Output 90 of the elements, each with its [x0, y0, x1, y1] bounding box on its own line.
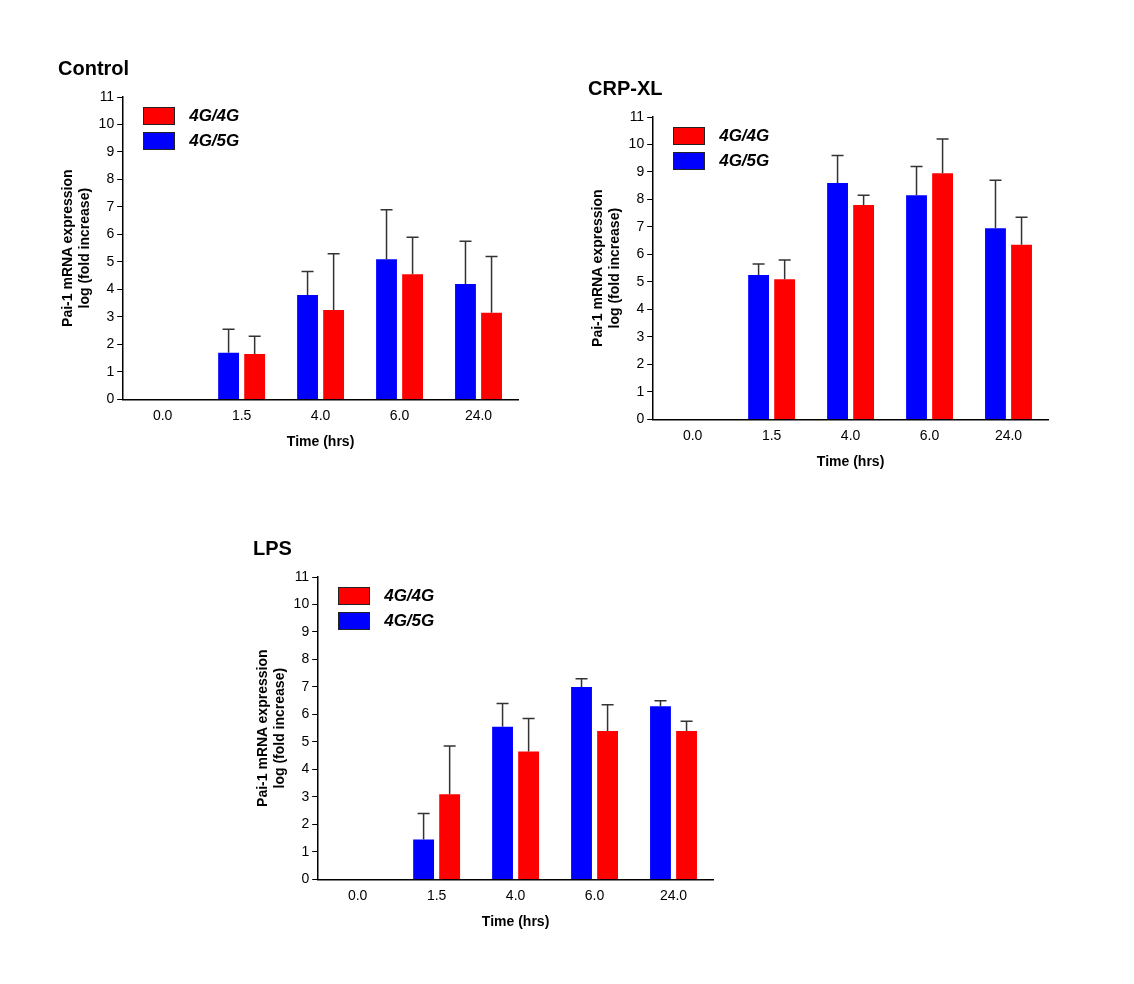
legend-label: 4G/5G: [189, 130, 240, 151]
bar: [323, 310, 345, 399]
x-axis-title: Time (hrs): [481, 913, 550, 930]
x-axis-title: Time (hrs): [286, 433, 355, 450]
y-tick-label: 4: [636, 300, 645, 317]
y-tick-label: 8: [636, 190, 645, 207]
chart-title: LPS: [253, 536, 292, 559]
y-tick-label: 9: [301, 622, 310, 639]
y-tick-label: 5: [106, 252, 115, 269]
y-tick-label: 9: [636, 162, 645, 179]
y-tick-label: 2: [636, 355, 645, 372]
y-tick-label: 10: [98, 115, 115, 132]
x-tick-label: 1.5: [426, 886, 447, 903]
y-tick-label: 0: [106, 390, 115, 407]
legend-label: 4G/4G: [719, 125, 770, 146]
y-tick-label: 4: [106, 280, 115, 297]
y-axis-title: Pai-1 mRNA expression log (fold increase): [254, 649, 288, 807]
bar: [932, 173, 953, 419]
legend-label: 4G/5G: [384, 610, 435, 631]
bar: [676, 730, 697, 879]
bar: [413, 839, 435, 879]
y-tick-label: 7: [636, 217, 645, 234]
y-tick-label: 6: [106, 225, 115, 242]
y-tick-label: 6: [636, 245, 645, 262]
y-tick-label: 11: [99, 87, 115, 104]
y-tick-label: 2: [301, 815, 310, 832]
chart-title: Control: [58, 56, 130, 79]
y-tick-label: 3: [636, 327, 645, 344]
bar: [1011, 244, 1032, 419]
x-tick-label: 4.0: [310, 406, 331, 423]
y-tick-label: 3: [301, 787, 310, 804]
y-tick-label: 8: [106, 170, 115, 187]
legend-label: 4G/4G: [189, 105, 240, 126]
x-tick-label: 6.0: [389, 406, 410, 423]
x-tick-label: 1.5: [761, 426, 782, 443]
y-tick-label: 4: [301, 760, 310, 777]
y-tick-label: 8: [301, 650, 310, 667]
legend-label: 4G/5G: [719, 150, 770, 171]
bar: [906, 195, 927, 419]
x-tick-label: 24.0: [994, 426, 1023, 443]
x-tick-label: 0.0: [682, 426, 703, 443]
bar: [481, 312, 502, 399]
x-tick-label: 4.0: [505, 886, 526, 903]
x-tick-label: 0.0: [347, 886, 368, 903]
y-axis-title: Pai-1 mRNA expression log (fold increase): [589, 189, 623, 347]
bar: [244, 354, 266, 399]
bar: [518, 751, 540, 879]
x-tick-label: 0.0: [152, 406, 173, 423]
y-axis-title: Pai-1 mRNA expression log (fold increase): [59, 169, 93, 327]
x-axis-title: Time (hrs): [816, 453, 885, 470]
y-tick-label: 1: [636, 382, 645, 399]
x-tick-label: 24.0: [464, 406, 493, 423]
y-tick-label: 10: [628, 135, 645, 152]
y-tick-label: 1: [106, 362, 115, 379]
bar: [774, 279, 796, 419]
y-tick-label: 7: [106, 197, 115, 214]
y-tick-label: 5: [636, 272, 645, 289]
y-tick-label: 0: [301, 870, 310, 887]
bar: [376, 259, 397, 399]
x-tick-label: 1.5: [231, 406, 252, 423]
y-tick-label: 1: [301, 842, 310, 859]
bar: [455, 283, 476, 399]
bar: [597, 730, 618, 879]
y-tick-label: 3: [106, 307, 115, 324]
bar: [402, 274, 423, 399]
bar: [218, 352, 240, 399]
x-tick-label: 4.0: [840, 426, 861, 443]
y-tick-label: 6: [301, 705, 310, 722]
x-tick-label: 6.0: [584, 886, 605, 903]
bar: [827, 182, 848, 419]
bar: [439, 794, 461, 879]
y-tick-label: 7: [301, 677, 310, 694]
y-tick-label: 9: [106, 142, 115, 159]
bar: [650, 706, 671, 879]
x-tick-label: 6.0: [919, 426, 940, 443]
bar: [853, 204, 875, 419]
bar: [297, 294, 318, 399]
bar: [985, 228, 1006, 419]
x-tick-label: 24.0: [659, 886, 688, 903]
bar: [492, 726, 513, 879]
y-tick-label: 5: [301, 732, 310, 749]
y-tick-label: 11: [294, 567, 310, 584]
bar: [571, 686, 592, 879]
y-tick-label: 10: [293, 595, 310, 612]
y-tick-label: 11: [629, 107, 645, 124]
y-tick-label: 2: [106, 335, 115, 352]
bar: [748, 275, 770, 419]
legend-label: 4G/4G: [384, 585, 435, 606]
y-tick-label: 0: [636, 410, 645, 427]
chart-title: CRP-XL: [588, 76, 663, 99]
